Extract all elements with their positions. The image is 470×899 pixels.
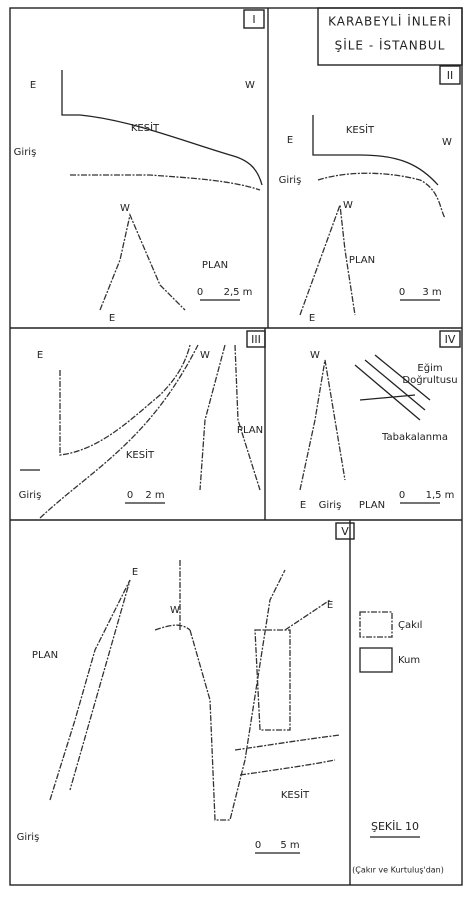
- subtitle: ŞİLE - İSTANBUL: [335, 38, 446, 53]
- map-label: KESİT: [126, 448, 155, 461]
- map-label: 0: [255, 840, 261, 851]
- map-label: E: [132, 567, 138, 578]
- map-label: 2,5 m: [224, 287, 253, 298]
- map-label: Doğrultusu: [402, 374, 457, 386]
- map-label: W: [442, 137, 452, 148]
- cave-drawings: [20, 70, 446, 854]
- map-label: PLAN: [349, 255, 375, 266]
- credit: (Çakır ve Kurtuluş'dan): [352, 866, 444, 875]
- legend: Çakıl Kum ŞEKİL 10 (Çakır ve Kurtuluş'da…: [352, 620, 444, 875]
- map-label: PLAN: [32, 650, 58, 661]
- map-label: Giriş: [19, 490, 42, 501]
- map-label: W: [200, 350, 210, 361]
- map-label: 0: [127, 490, 133, 501]
- map-label: 3 m: [422, 287, 441, 298]
- panel-label: III: [251, 333, 261, 346]
- panel-label: II: [447, 69, 454, 82]
- map-label: 0: [399, 490, 405, 501]
- map-label: 5 m: [280, 840, 299, 851]
- map-label: 2 m: [145, 490, 164, 501]
- map-label: Tabakalanma: [381, 432, 448, 443]
- map-label: 0: [197, 287, 203, 298]
- map-label: 0: [399, 287, 405, 298]
- map-label: W: [310, 350, 320, 361]
- map-label: KESİT: [281, 788, 310, 801]
- map-label: PLAN: [359, 500, 385, 511]
- panel-label: IV: [445, 333, 456, 346]
- map-label: E: [309, 313, 315, 324]
- map-label: W: [120, 203, 130, 214]
- map-label: Giriş: [17, 832, 40, 843]
- map-label: PLAN: [202, 260, 228, 271]
- panel-label: V: [341, 525, 349, 538]
- map-label: 1,5 m: [426, 490, 455, 501]
- map-label: E: [300, 500, 306, 511]
- map-label: E: [327, 600, 333, 611]
- panel-label: I: [252, 13, 255, 26]
- map-label: W: [245, 80, 255, 91]
- panel-texts: E W KESİT Giriş W PLAN 0 2,5 m E E KESİT W Giriş W PLA…: [14, 80, 458, 851]
- map-label: Giriş: [279, 175, 302, 186]
- map-label: E: [287, 135, 293, 146]
- figure-label: ŞEKİL 10: [371, 820, 419, 833]
- labels: KARABEYLİ İNLERİ ŞİLE - İSTANBUL I II II…: [251, 13, 456, 538]
- map-label: E: [30, 80, 36, 91]
- legend-item: Çakıl: [398, 620, 422, 631]
- legend-item: Kum: [398, 655, 420, 666]
- map-label: W: [170, 605, 180, 616]
- map-label: W: [343, 200, 353, 211]
- map-label: Giriş: [14, 147, 37, 158]
- frames: [9, 7, 463, 886]
- map-label: Giriş: [319, 500, 342, 511]
- map-label: KESİT: [346, 123, 375, 136]
- map-label: KESİT: [131, 121, 160, 134]
- map-label: E: [37, 350, 43, 361]
- map-label: Eğim: [417, 362, 442, 374]
- map-label: E: [109, 313, 115, 324]
- map-label: PLAN: [237, 425, 263, 436]
- title: KARABEYLİ İNLERİ: [328, 14, 452, 29]
